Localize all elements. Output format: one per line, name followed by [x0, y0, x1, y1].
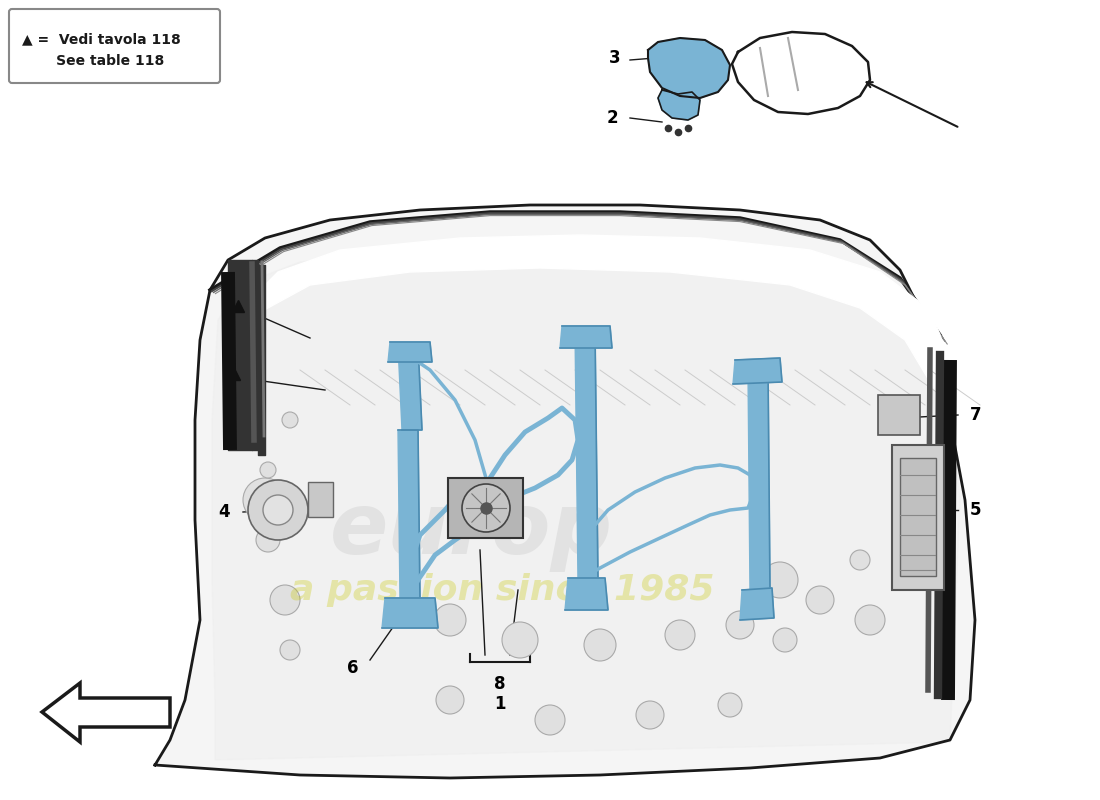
Polygon shape: [382, 598, 438, 628]
Polygon shape: [565, 578, 608, 610]
Circle shape: [270, 585, 300, 615]
Circle shape: [263, 495, 293, 525]
Polygon shape: [732, 32, 870, 114]
Text: a passion since 1985: a passion since 1985: [290, 573, 715, 607]
Text: 3: 3: [608, 49, 620, 67]
Text: 1: 1: [494, 695, 506, 713]
Bar: [892, 445, 944, 590]
Polygon shape: [740, 588, 774, 620]
Circle shape: [462, 484, 510, 532]
Polygon shape: [230, 235, 955, 420]
Circle shape: [806, 586, 834, 614]
Text: 8: 8: [494, 675, 506, 693]
Polygon shape: [155, 205, 975, 778]
Text: 2: 2: [606, 109, 618, 127]
Circle shape: [584, 629, 616, 661]
Text: 5: 5: [970, 501, 981, 519]
Circle shape: [260, 462, 276, 478]
Circle shape: [762, 562, 798, 598]
Circle shape: [850, 550, 870, 570]
Circle shape: [436, 686, 464, 714]
Circle shape: [502, 622, 538, 658]
Circle shape: [434, 604, 466, 636]
Bar: [900, 458, 936, 576]
Circle shape: [282, 412, 298, 428]
Circle shape: [256, 528, 280, 552]
Polygon shape: [575, 330, 598, 580]
Text: See table 118: See table 118: [22, 54, 164, 68]
Polygon shape: [748, 368, 770, 592]
Bar: [878, 395, 920, 435]
Polygon shape: [658, 90, 700, 120]
Circle shape: [726, 611, 754, 639]
Text: 6: 6: [346, 659, 358, 677]
Circle shape: [718, 693, 743, 717]
Polygon shape: [398, 345, 422, 430]
Text: 4: 4: [219, 503, 230, 521]
Polygon shape: [388, 342, 432, 362]
Text: europ: europ: [330, 489, 613, 571]
Polygon shape: [560, 326, 612, 348]
Circle shape: [855, 605, 886, 635]
Circle shape: [280, 640, 300, 660]
Circle shape: [248, 480, 308, 540]
Circle shape: [666, 620, 695, 650]
Polygon shape: [42, 683, 170, 742]
FancyBboxPatch shape: [9, 9, 220, 83]
Bar: [448, 478, 522, 538]
Polygon shape: [733, 358, 782, 384]
Text: 7: 7: [970, 406, 981, 424]
Circle shape: [773, 628, 798, 652]
Circle shape: [636, 701, 664, 729]
Text: ▲ =  Vedi tavola 118: ▲ = Vedi tavola 118: [22, 32, 180, 46]
Circle shape: [535, 705, 565, 735]
Polygon shape: [398, 430, 420, 600]
Polygon shape: [212, 250, 960, 760]
Circle shape: [243, 478, 287, 522]
Bar: [308, 482, 333, 517]
Polygon shape: [648, 38, 730, 98]
